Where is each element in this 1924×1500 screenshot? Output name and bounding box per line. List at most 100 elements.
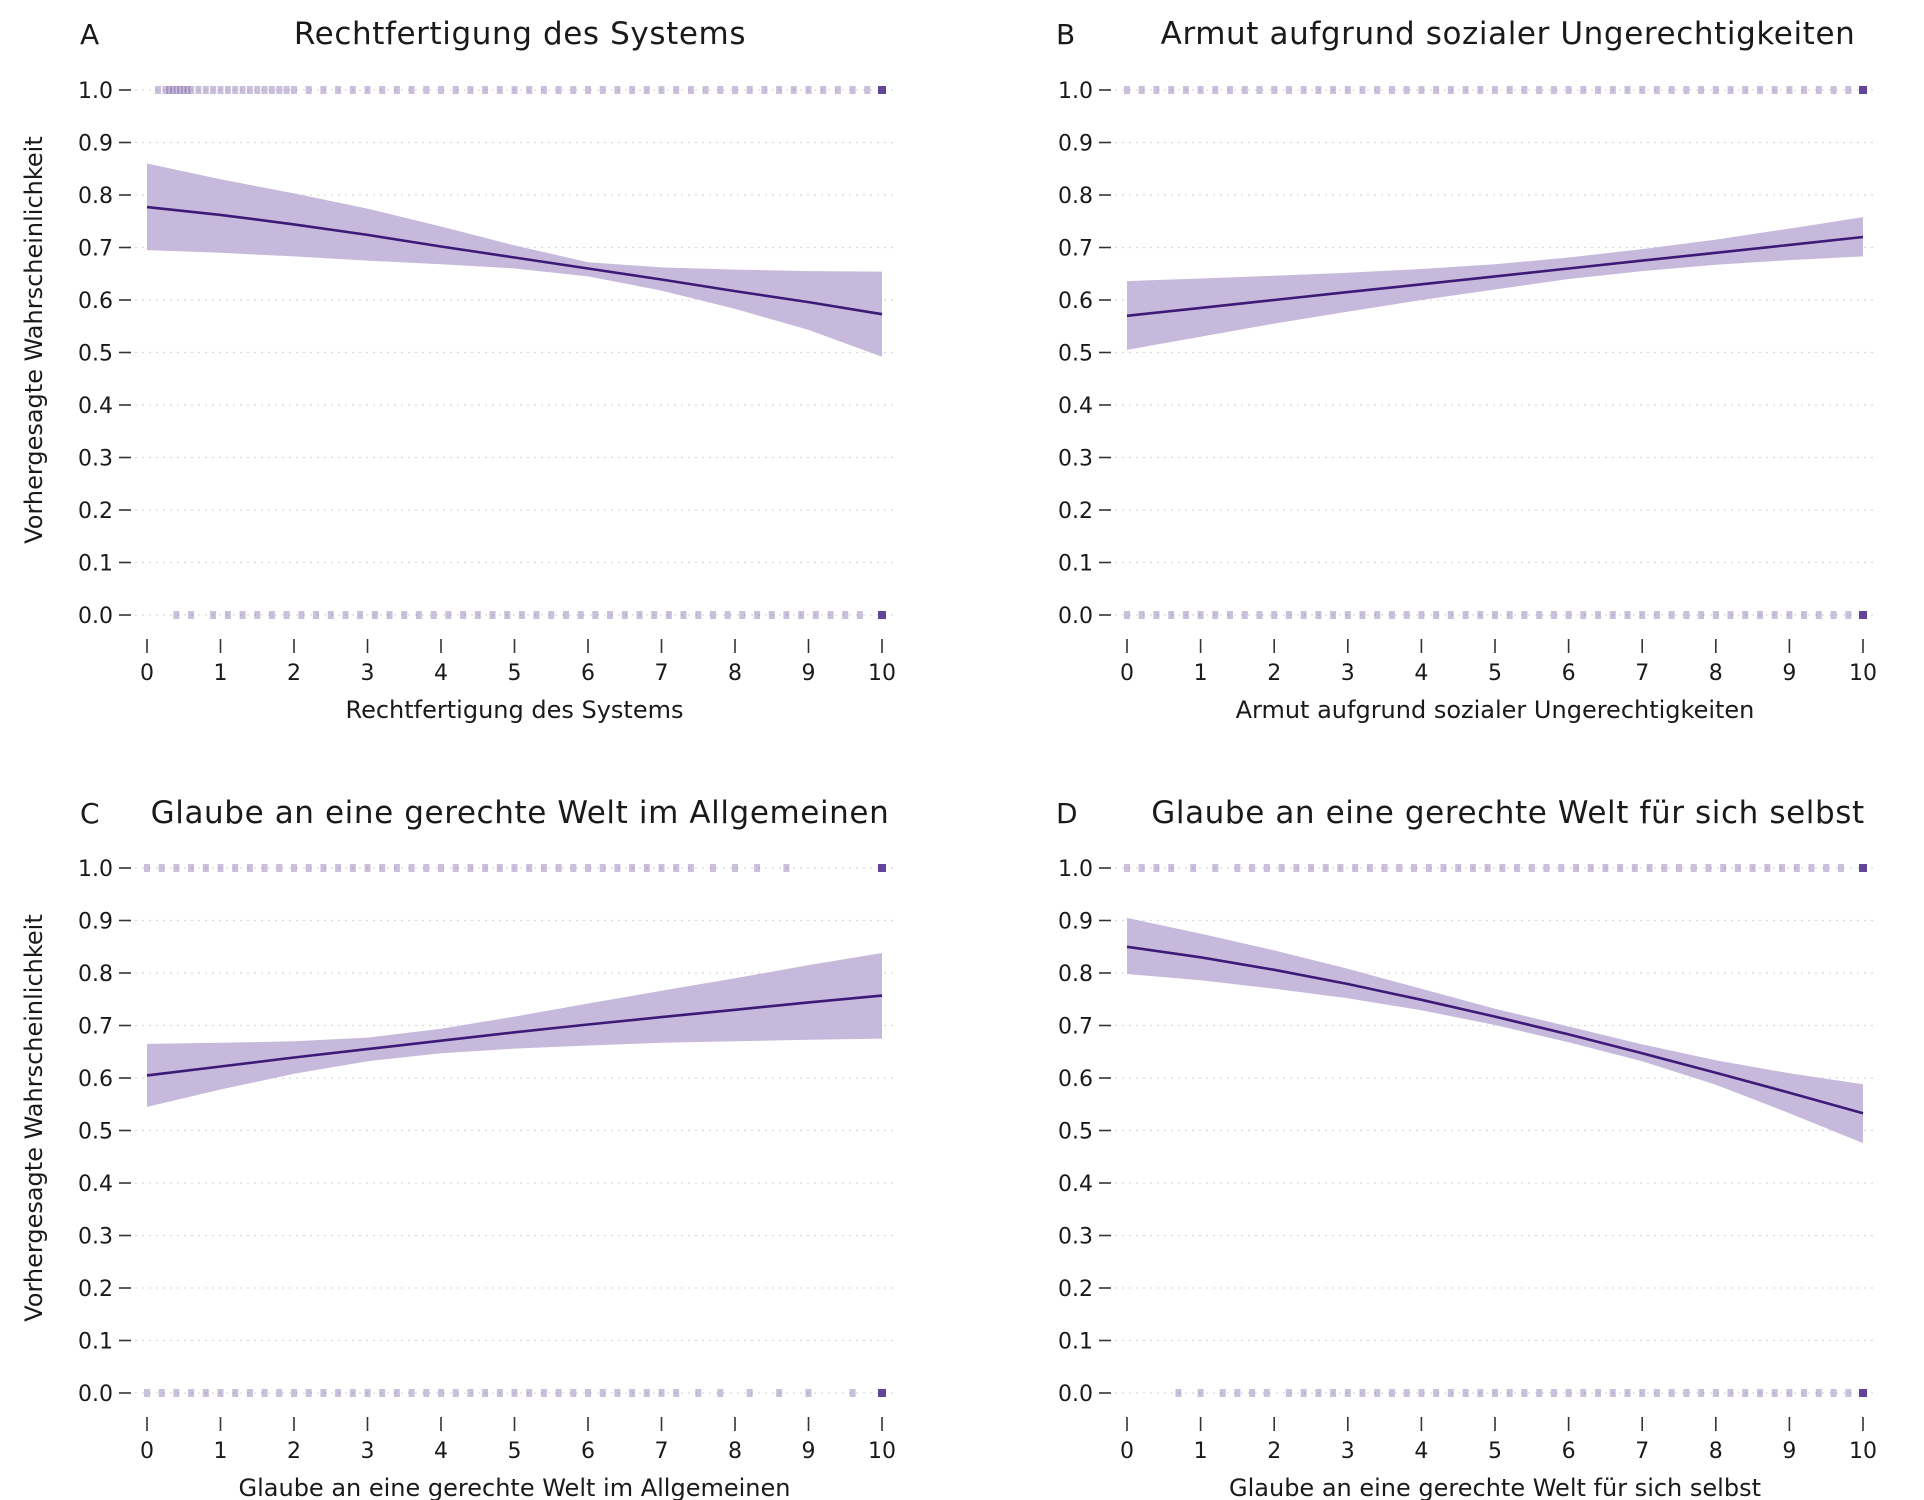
rug-mark-y1	[783, 864, 790, 872]
rug-mark-y0	[511, 1389, 518, 1397]
rug-mark-y1	[1631, 864, 1638, 872]
y-tick-label: 1.0	[78, 857, 113, 882]
rug-mark-y0	[1565, 611, 1572, 619]
rug-mark-y1	[379, 864, 386, 872]
y-tick-label: 0.5	[1058, 1120, 1093, 1145]
rug-mark-y1	[1212, 86, 1219, 94]
rug-mark-y0	[592, 611, 599, 619]
y-tick-label: 0.5	[78, 1120, 113, 1145]
rug-mark-y1	[673, 86, 680, 94]
rug-mark-y0	[313, 611, 319, 619]
rug-mark-y0	[1330, 1389, 1337, 1397]
rug-mark-y1	[173, 86, 180, 94]
confidence-band	[1127, 217, 1863, 350]
rug-mark-y0	[430, 611, 437, 619]
rug-mark-y1	[1859, 864, 1867, 872]
rug-mark-y1	[452, 86, 459, 94]
rug-mark-y0	[1138, 611, 1145, 619]
rug-mark-y0	[1300, 1389, 1307, 1397]
rug-mark-y0	[717, 1389, 724, 1397]
rug-mark-y0	[739, 611, 746, 619]
rug-mark-y1	[1705, 864, 1712, 872]
rug-mark-y0	[1815, 611, 1822, 619]
panel-title: Glaube an eine gerechte Welt im Allgemei…	[151, 795, 890, 831]
rug-mark-y0	[1234, 1389, 1241, 1397]
rug-mark-y0	[1742, 1389, 1749, 1397]
rug-mark-y0	[1801, 1389, 1808, 1397]
rug-mark-y0	[1565, 1389, 1572, 1397]
rug-mark-y0	[327, 611, 334, 619]
rug-mark-y1	[158, 864, 165, 872]
rug-mark-y1	[1271, 86, 1278, 94]
rug-mark-y1	[155, 86, 161, 94]
rug-mark-y1	[1712, 86, 1719, 94]
x-tick-label: 3	[1341, 661, 1355, 686]
x-tick-label: 4	[434, 1439, 448, 1464]
rug-mark-y0	[438, 1389, 444, 1397]
rug-mark-y1	[1374, 86, 1381, 94]
y-tick-label: 0.6	[78, 1067, 113, 1092]
rug-mark-y0	[1374, 611, 1381, 619]
rug-mark-y1	[746, 86, 753, 94]
rug-mark-y0	[1359, 611, 1366, 619]
rug-mark-y0	[1197, 1389, 1204, 1397]
rug-mark-y0	[1845, 611, 1852, 619]
rug-mark-y1	[614, 86, 621, 94]
rug-mark-y0	[1344, 1389, 1351, 1397]
rug-mark-y1	[482, 864, 489, 872]
rug-mark-y1	[283, 86, 290, 94]
rug-mark-y1	[1411, 864, 1417, 872]
y-axis-label: Vorhergesagte Wahrscheinlichkeit	[20, 914, 48, 1322]
rug-mark-y1	[169, 86, 176, 94]
rug-mark-y1	[1359, 86, 1366, 94]
rug-mark-y0	[320, 1389, 327, 1397]
rug-mark-y0	[1668, 611, 1675, 619]
rug-mark-y1	[1352, 864, 1359, 872]
rug-mark-y1	[1727, 86, 1734, 94]
rug-mark-y1	[1138, 864, 1145, 872]
rug-mark-y1	[364, 864, 371, 872]
rug-mark-y0	[607, 611, 613, 619]
rug-mark-y0	[173, 1389, 180, 1397]
rug-mark-y0	[1219, 1389, 1226, 1397]
x-tick-label: 2	[1267, 661, 1281, 686]
rug-mark-y0	[1845, 1389, 1852, 1397]
rug-mark-y0	[1550, 1389, 1557, 1397]
y-tick-label: 0.6	[78, 289, 113, 314]
rug-mark-y1	[1124, 864, 1130, 872]
rug-mark-y0	[1742, 611, 1749, 619]
y-tick-label: 0.7	[1058, 1015, 1093, 1040]
rug-mark-y0	[798, 611, 805, 619]
rug-mark-y1	[717, 86, 724, 94]
rug-mark-y1	[1322, 864, 1329, 872]
rug-mark-y1	[1661, 864, 1668, 872]
rug-mark-y1	[305, 864, 312, 872]
y-tick-label: 0.3	[1058, 447, 1093, 472]
rug-mark-y0	[1580, 1389, 1587, 1397]
y-tick-label: 0.2	[1058, 1277, 1093, 1302]
y-tick-label: 0.5	[78, 342, 113, 367]
rug-mark-y0	[1212, 611, 1219, 619]
prediction-line	[1126, 235, 1864, 318]
rug-mark-y1	[1764, 864, 1771, 872]
prediction-line	[1126, 945, 1864, 1115]
rug-mark-y0	[1330, 611, 1337, 619]
rug-mark-y1	[1734, 864, 1741, 872]
rug-mark-y1	[585, 86, 591, 94]
rug-mark-y1	[643, 864, 650, 872]
y-tick-label: 0.6	[1058, 289, 1093, 314]
rug-mark-y1	[349, 864, 356, 872]
rug-mark-y0	[585, 1389, 591, 1397]
rug-mark-y1	[1425, 864, 1432, 872]
rug-mark-y1	[1263, 864, 1270, 872]
rug-mark-y1	[1153, 86, 1160, 94]
rug-mark-y1	[217, 86, 224, 94]
rug-mark-y1	[1757, 86, 1763, 94]
panel-letter: C	[80, 797, 100, 830]
rug-mark-y0	[1433, 611, 1440, 619]
rug-mark-y1	[1653, 86, 1660, 94]
rug-mark-y1	[732, 864, 738, 872]
x-tick-label: 4	[1414, 661, 1428, 686]
rug-mark-y0	[489, 611, 496, 619]
